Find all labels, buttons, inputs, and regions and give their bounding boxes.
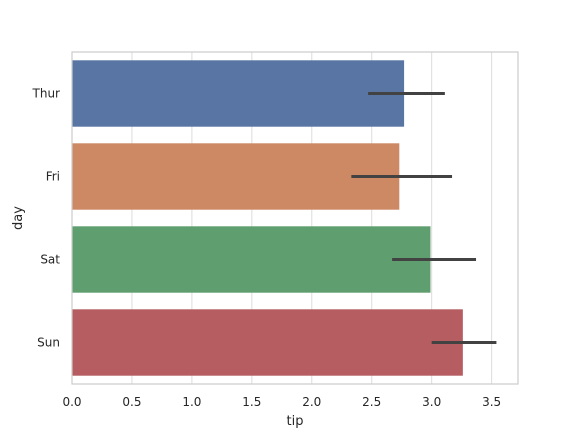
- bar-sat: [72, 226, 431, 293]
- x-tick-labels: 0.0 0.5 1.0 1.5 2.0 2.5 3.0 3.5: [62, 395, 501, 409]
- y-axis-label: day: [11, 206, 26, 230]
- bar-fri: [72, 143, 400, 210]
- x-tick-label: 1.5: [242, 395, 261, 409]
- y-tick-label: Thur: [32, 87, 61, 101]
- x-tick-label: 2.0: [302, 395, 321, 409]
- bar-thur: [72, 60, 405, 127]
- y-tick-labels: Thur Fri Sat Sun: [32, 87, 61, 350]
- x-tick-label: 3.0: [422, 395, 441, 409]
- bar-sun: [72, 309, 463, 376]
- plot-frame: [71, 51, 519, 385]
- x-tick-label: 3.5: [482, 395, 501, 409]
- y-tick-label: Sun: [37, 336, 60, 350]
- error-bars-group: [351, 92, 497, 344]
- x-tick-label: 0.0: [62, 395, 81, 409]
- bars-group: [72, 60, 463, 376]
- x-tick-label: 0.5: [122, 395, 141, 409]
- x-axis-label: tip: [287, 414, 304, 429]
- y-tick-label: Fri: [46, 170, 60, 184]
- x-tick-label: 2.5: [362, 395, 381, 409]
- x-tick-label: 1.0: [182, 395, 201, 409]
- y-tick-label: Sat: [40, 253, 60, 267]
